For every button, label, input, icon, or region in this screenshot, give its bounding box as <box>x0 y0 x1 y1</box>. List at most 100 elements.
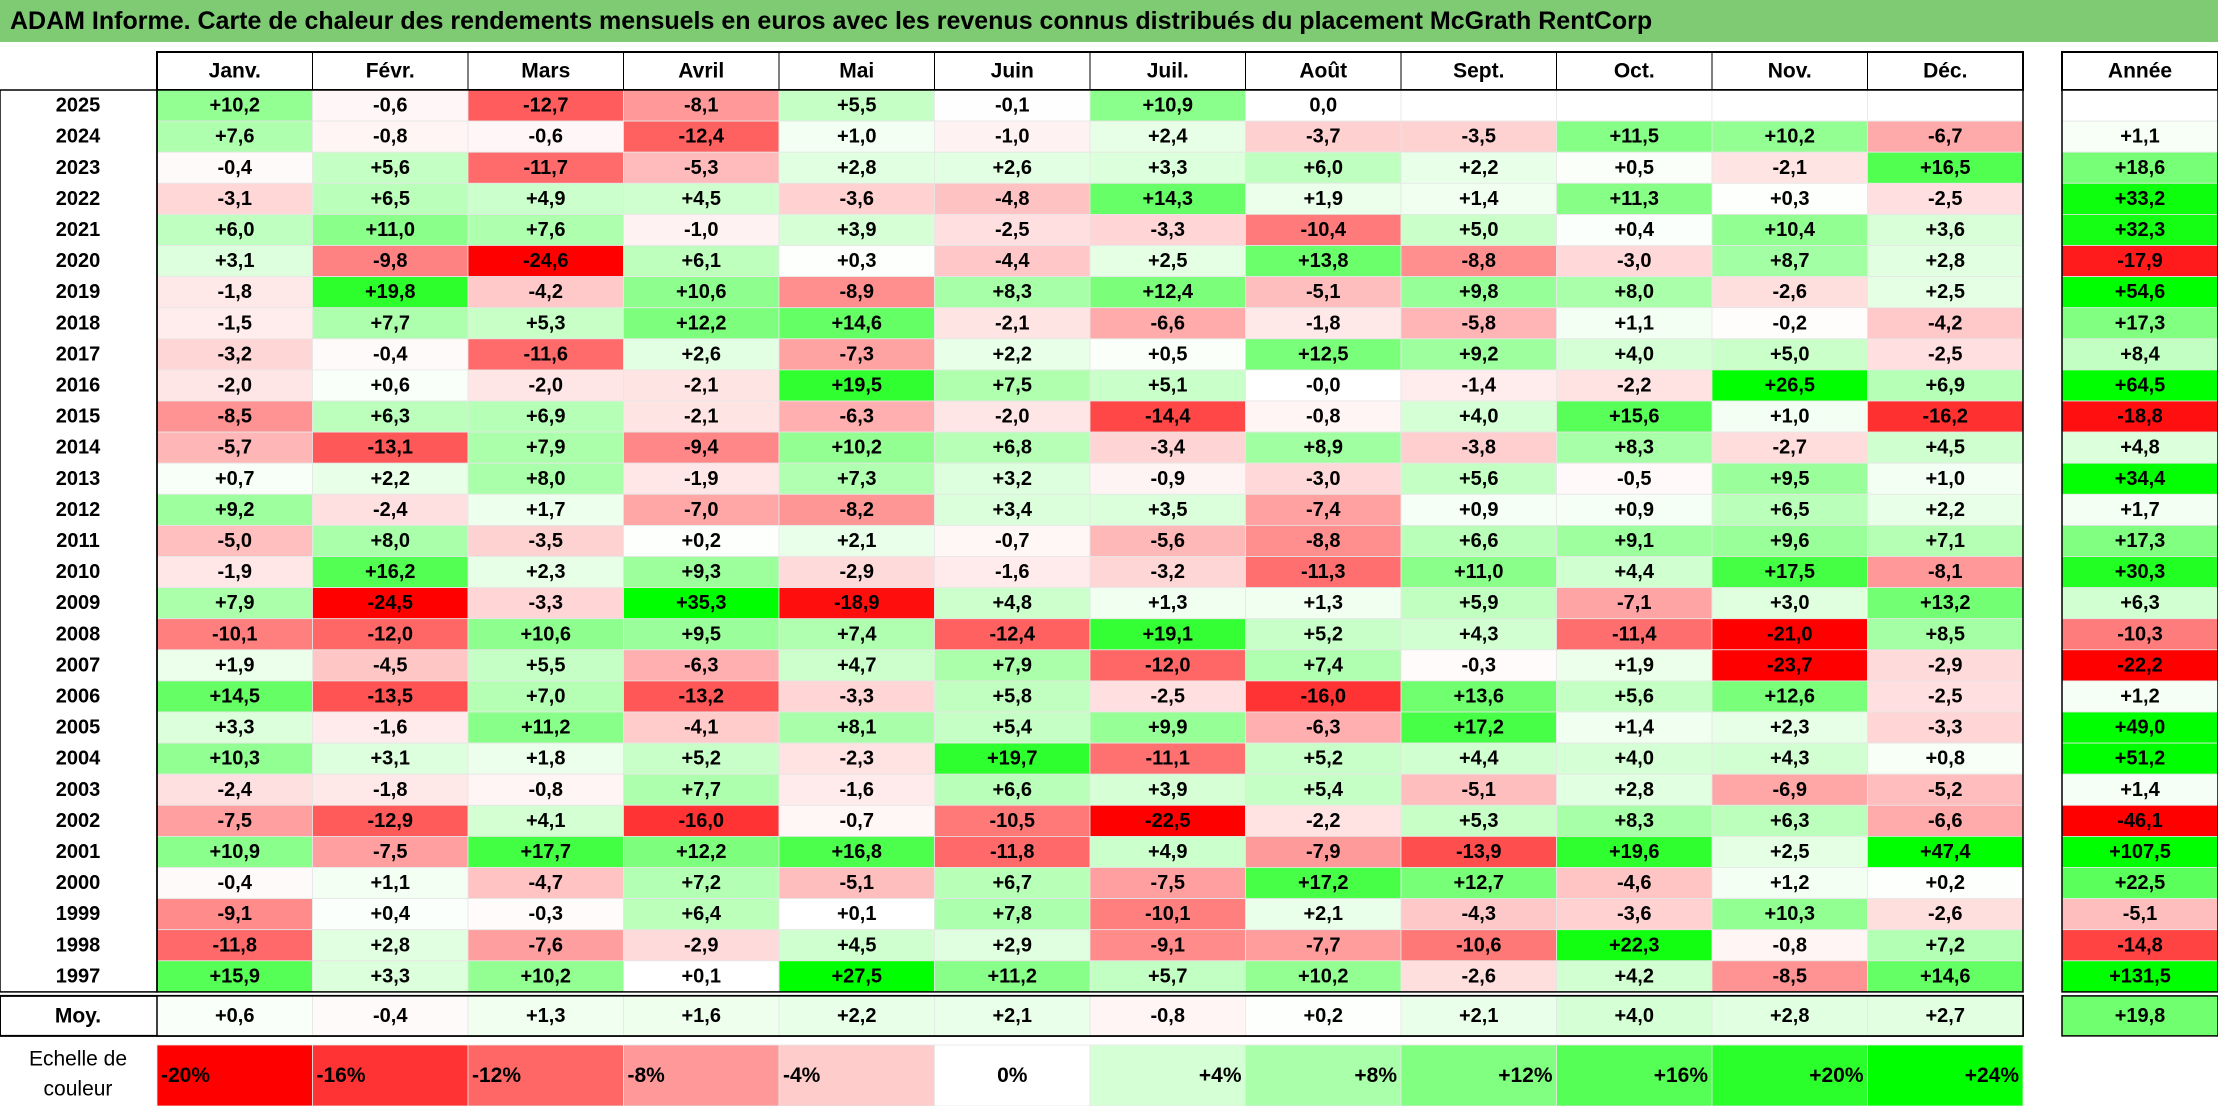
year-value: +34,4 <box>2115 468 2166 490</box>
cell-value: -9,4 <box>684 437 719 459</box>
cell-value: +10,9 <box>209 841 260 863</box>
cell-value: +1,8 <box>526 748 565 770</box>
cell-value: -8,9 <box>840 281 874 303</box>
heat-cell <box>1556 742 1713 775</box>
heat-cell <box>1711 276 1868 309</box>
heat-cell <box>312 120 469 153</box>
heat-cell <box>1867 898 2024 931</box>
cell-value: +9,6 <box>1770 530 1809 552</box>
heat-cell <box>1556 400 1713 433</box>
cell-value: +7,1 <box>1926 530 1965 552</box>
heat-cell <box>934 680 1091 713</box>
scale-swatch <box>1400 1044 1557 1106</box>
year-value: -10,3 <box>2117 623 2163 645</box>
heat-cell <box>1400 338 1557 371</box>
heat-cell <box>467 213 624 246</box>
cell-value: -6,6 <box>1151 312 1185 334</box>
cell-value: +5,9 <box>1459 592 1498 614</box>
cell-value: +5,6 <box>1615 685 1654 707</box>
heat-cell <box>778 649 935 682</box>
heat-cell <box>934 587 1091 620</box>
cell-value: +1,2 <box>1770 872 1809 894</box>
cell-value: +3,9 <box>837 219 876 241</box>
cell-value: -2,1 <box>995 312 1029 334</box>
cell-value: -2,1 <box>684 374 718 396</box>
heat-cell <box>778 680 935 713</box>
year-value: +131,5 <box>2109 965 2171 987</box>
heat-cell <box>1245 680 1402 713</box>
heat-cell <box>934 431 1091 464</box>
cell-value: +1,0 <box>1926 468 1965 490</box>
cell-value: -3,5 <box>1462 126 1496 148</box>
cell-value: +10,2 <box>1764 126 1815 148</box>
row-year-label: 2006 <box>56 685 101 707</box>
cell-value: +5,4 <box>993 717 1033 739</box>
cell-value: +8,3 <box>993 281 1032 303</box>
heat-cell <box>1245 649 1402 682</box>
cell-value: +7,6 <box>215 126 254 148</box>
heat-cell <box>1400 151 1557 184</box>
cell-value: -3,8 <box>1462 437 1496 459</box>
heat-cell <box>467 120 624 153</box>
heat-cell <box>1711 307 1868 340</box>
heat-cell <box>1089 276 1246 309</box>
cell-value: -2,7 <box>1773 437 1807 459</box>
cell-value: +10,2 <box>520 965 571 987</box>
cell-value: +5,1 <box>1148 374 1187 396</box>
heat-cell <box>1400 742 1557 775</box>
heat-cell <box>934 400 1091 433</box>
cell-value: +6,6 <box>1459 530 1498 552</box>
year-cell <box>2061 369 2218 402</box>
year-value: +107,5 <box>2109 841 2171 863</box>
heat-cell <box>934 525 1091 557</box>
cell-value: -4,6 <box>1617 872 1651 894</box>
year-cell <box>2061 836 2218 868</box>
heat-cell <box>1711 649 1868 682</box>
cell-value: +3,0 <box>1770 592 1809 614</box>
cell-value: +2,9 <box>993 934 1032 956</box>
cell-value: -4,5 <box>373 654 407 676</box>
cell-value: -2,9 <box>1928 654 1962 676</box>
average-value: +2,1 <box>993 1005 1032 1027</box>
cell-value: +8,0 <box>371 530 410 552</box>
heat-cell <box>778 245 935 278</box>
cell-value: -7,9 <box>1306 841 1340 863</box>
cell-value: +10,6 <box>676 281 727 303</box>
cell-value: -2,6 <box>1928 903 1962 925</box>
cell-value: -0,4 <box>373 343 408 365</box>
cell-value: -6,3 <box>1306 717 1340 739</box>
heat-cell <box>778 182 935 215</box>
cell-value: +14,6 <box>1920 965 1971 987</box>
cell-value: +4,8 <box>993 592 1032 614</box>
cell-value: -7,5 <box>1151 872 1185 894</box>
cell-value: -0,7 <box>995 530 1029 552</box>
cell-value: +14,5 <box>209 685 260 707</box>
heat-cell <box>156 711 313 744</box>
heat-cell <box>1867 680 2024 713</box>
average-cell <box>1867 995 2024 1037</box>
row-year-label: 2021 <box>56 219 101 241</box>
heat-cell <box>934 898 1091 931</box>
heat-cell <box>312 960 469 993</box>
scale-swatch <box>778 1044 935 1106</box>
heat-cell <box>623 556 780 589</box>
month-header: Janv. <box>209 60 261 83</box>
cell-value: +5,5 <box>526 654 565 676</box>
year-cell <box>2061 245 2218 278</box>
cell-value: -9,1 <box>218 903 252 925</box>
scale-step-label: +20% <box>1809 1064 1864 1087</box>
heat-cell <box>1400 556 1557 589</box>
cell-value: +16,2 <box>365 561 416 583</box>
heat-cell <box>778 493 935 526</box>
cell-value: +11,5 <box>1609 126 1659 148</box>
heat-cell <box>1245 773 1402 806</box>
cell-value: -0,6 <box>373 95 407 117</box>
cell-value: -2,1 <box>684 406 718 428</box>
cell-value: -1,8 <box>1306 312 1340 334</box>
cell-value: +8,7 <box>1770 250 1809 272</box>
cell-value: -13,9 <box>1456 841 1502 863</box>
cell-value: +7,7 <box>371 312 410 334</box>
year-header: Année <box>2108 60 2172 83</box>
month-header: Nov. <box>1768 60 1812 83</box>
heat-cell <box>156 276 313 309</box>
